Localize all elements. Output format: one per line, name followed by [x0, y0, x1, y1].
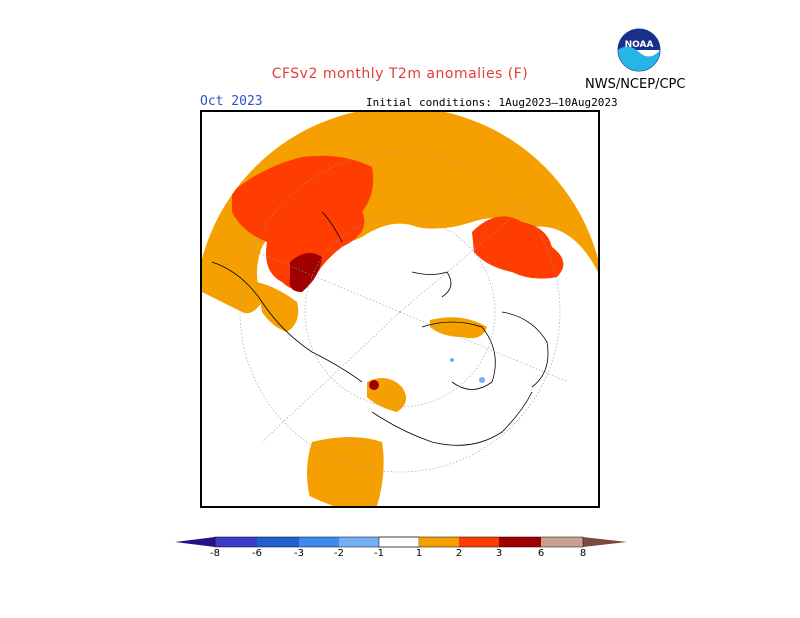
legend-swatch-m8-m6 — [215, 537, 257, 547]
graticule — [231, 151, 569, 473]
forecast-period: Oct 2023 — [200, 94, 263, 109]
legend-swatch-3-6 — [499, 537, 541, 547]
legend-label-6: 6 — [537, 548, 545, 559]
legend-label-m3: -3 — [294, 548, 304, 559]
legend-label-3: 3 — [495, 548, 503, 559]
legend-colorbar — [175, 532, 627, 556]
anomaly-spot-europe — [369, 380, 379, 390]
legend-label-m2: -2 — [334, 548, 344, 559]
legend-label-m8: -8 — [210, 548, 220, 559]
legend-arrow-low — [175, 537, 215, 547]
agency-label: NWS/NCEP/CPC — [585, 77, 686, 92]
legend-label-m1: -1 — [374, 548, 384, 559]
initial-conditions: Initial conditions: 1Aug2023–10Aug2023 — [366, 96, 618, 109]
legend-arrow-high — [583, 537, 627, 547]
legend-swatch-m3-m2 — [299, 537, 339, 547]
noaa-logo: NOAA — [617, 28, 661, 76]
logo-text: NOAA — [625, 40, 654, 50]
legend-label-1: 1 — [415, 548, 423, 559]
legend-swatch-neutral — [378, 536, 420, 548]
polar-map — [200, 110, 600, 508]
coastlines — [211, 211, 549, 446]
anomaly-spot-cold-2 — [450, 358, 454, 362]
anomaly-region-alaska — [257, 282, 299, 332]
legend-swatch-2-3 — [459, 537, 499, 547]
anomaly-spot-cold-1 — [479, 377, 485, 383]
legend-swatch-m6-m3 — [257, 537, 299, 547]
anomaly-region-siberia — [232, 155, 374, 290]
anomaly-region-canada — [472, 216, 564, 279]
legend-swatch-m2-m1 — [339, 537, 379, 547]
legend-swatch-1-2 — [419, 537, 459, 547]
legend-label-8: 8 — [579, 548, 587, 559]
legend-label-2: 2 — [455, 548, 463, 559]
polar-map-svg — [202, 112, 598, 506]
anomaly-region-asia — [307, 437, 384, 506]
map-title: CFSv2 monthly T2m anomalies (F) — [271, 66, 529, 82]
legend-swatch-6-8 — [541, 537, 583, 547]
legend-label-m6: -6 — [252, 548, 262, 559]
